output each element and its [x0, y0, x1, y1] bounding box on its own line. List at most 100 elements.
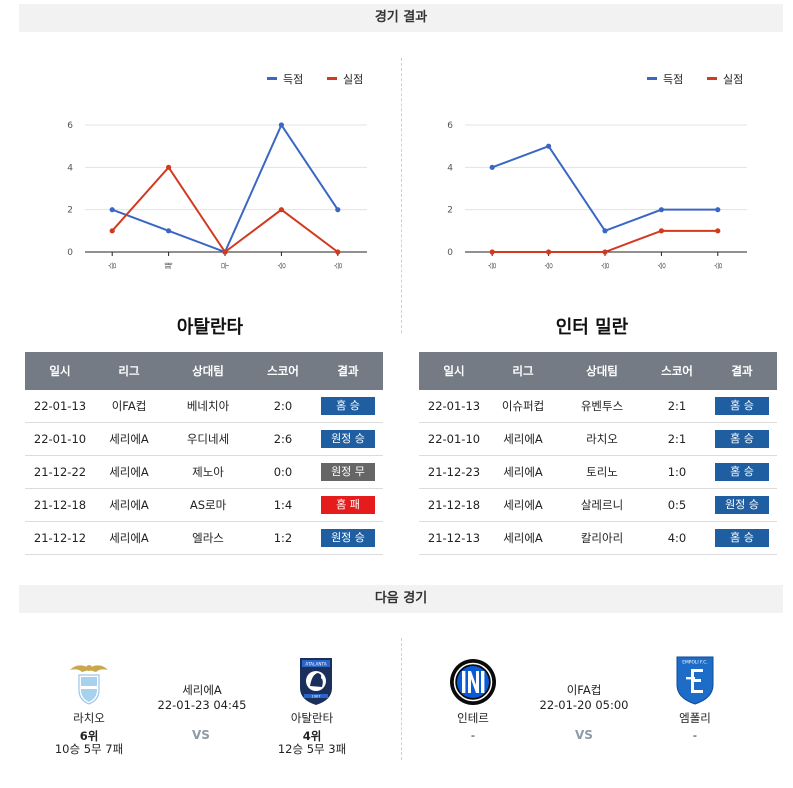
cell-score: 2:6	[253, 422, 313, 456]
x-tick-label: 승	[277, 262, 286, 269]
data-point-scored	[109, 207, 115, 213]
next-right-datetime: 22-01-20 05:00	[539, 698, 629, 712]
x-tick-label: 패	[164, 262, 174, 269]
y-tick-label: 2	[67, 206, 73, 216]
cell-opponent: AS로마	[163, 488, 253, 522]
data-point-scored	[335, 207, 341, 213]
table-row: 22-01-10 세리에A 우디네세 2:6 원정 승	[25, 422, 383, 456]
x-tick-label: 승	[657, 262, 666, 269]
atalanta-record: 12승 5무 3패	[277, 742, 347, 756]
legend-conceded-swatch	[327, 77, 337, 80]
x-tick-label: 승	[714, 262, 723, 269]
y-tick-label: 6	[447, 121, 453, 131]
cell-result: 홈 승	[707, 390, 777, 423]
data-point-scored	[658, 207, 664, 213]
atalanta-logo-text: ATALANTA	[305, 662, 326, 667]
cell-result: 홈 승	[707, 455, 777, 489]
cell-score: 2:0	[253, 390, 313, 423]
data-point-conceded	[489, 249, 495, 255]
data-point-conceded	[222, 249, 228, 255]
result-badge: 홈 승	[715, 463, 769, 481]
cell-date: 21-12-22	[25, 455, 95, 489]
legend-conceded-label: 실점	[343, 73, 363, 86]
next-left-league: 세리에A	[182, 683, 222, 697]
data-point-conceded	[546, 249, 552, 255]
atalanta-logo-year: 1907	[311, 694, 320, 698]
data-point-conceded	[715, 228, 721, 234]
header-date: 일시	[419, 352, 489, 390]
series-line-conceded	[492, 229, 718, 253]
cell-league: 이FA컵	[95, 390, 163, 423]
left-chart-svg: 0 2 4 6 승 패 무 승 승 득점 실점	[67, 73, 367, 269]
right-team-title: 인터 밀란	[555, 317, 629, 338]
right-table-body: 22-01-13 이슈퍼컵 유벤투스 2:1 홈 승 22-01-10 세리에A 라치오 2:1…	[419, 390, 777, 555]
table-row: 21-12-23 세리에A 토리노 1:0 홈 승	[419, 455, 777, 489]
data-point-conceded	[602, 249, 608, 255]
cell-score: 1:2	[253, 521, 313, 555]
legend-conceded-swatch	[707, 77, 717, 80]
cell-opponent: 제노아	[163, 455, 253, 489]
header-league: 리그	[95, 352, 163, 390]
header-score: 스코어	[253, 352, 313, 390]
series-line-scored	[111, 122, 339, 254]
cell-opponent: 우디네세	[163, 422, 253, 456]
cell-opponent: 엘라스	[163, 521, 253, 555]
empoli-name: 엠폴리	[679, 711, 711, 725]
empoli-logo-icon: EMPOLI F.C.	[675, 655, 715, 705]
cell-score: 1:0	[647, 455, 707, 489]
cell-score: 4:0	[647, 521, 707, 555]
legend-conceded-label: 실점	[723, 73, 743, 86]
result-badge: 원정 승	[321, 430, 375, 448]
cell-league: 세리에A	[489, 488, 557, 522]
lazio-name: 라치오	[73, 711, 105, 725]
legend-scored-label: 득점	[663, 73, 683, 86]
atalanta-name: 아탈란타	[290, 711, 334, 725]
atalanta-rank: 4위	[302, 729, 322, 743]
table-row: 21-12-18 세리에A AS로마 1:4 홈 패	[25, 488, 383, 522]
lazio-record: 10승 5무 7패	[54, 742, 124, 756]
header-score: 스코어	[647, 352, 707, 390]
cell-date: 22-01-10	[25, 422, 95, 456]
next-section-title: 다음 경기	[19, 585, 783, 613]
y-tick-label: 0	[67, 248, 73, 258]
result-badge: 홈 승	[715, 430, 769, 448]
cell-score: 2:1	[647, 390, 707, 423]
cell-league: 세리에A	[95, 488, 163, 522]
result-badge: 원정 무	[321, 463, 375, 481]
cell-league: 이슈퍼컵	[489, 390, 557, 423]
table-row: 21-12-12 세리에A 엘라스 1:2 원정 승	[25, 521, 383, 555]
cell-league: 세리에A	[95, 455, 163, 489]
header-result: 결과	[313, 352, 383, 390]
data-point-conceded	[109, 228, 115, 234]
empoli-logo-text: EMPOLI F.C.	[682, 660, 707, 666]
result-badge: 홈 승	[715, 397, 769, 415]
cell-result: 원정 승	[707, 488, 777, 522]
next-right-vs: VS	[575, 728, 593, 742]
cell-opponent: 유벤투스	[557, 390, 647, 423]
next-divider	[401, 638, 402, 760]
cell-league: 세리에A	[489, 422, 557, 456]
legend-scored-swatch	[267, 77, 277, 80]
y-tick-label: 6	[67, 121, 73, 131]
empoli-rank: -	[692, 728, 698, 742]
header-opponent: 상대팀	[557, 352, 647, 390]
x-tick-label: 승	[488, 262, 497, 269]
data-point-conceded	[658, 228, 664, 234]
cell-result: 홈 승	[707, 422, 777, 456]
left-table-body: 22-01-13 이FA컵 베네치아 2:0 홈 승 22-01-10 세리에A 우디네세 2:…	[25, 390, 383, 555]
cell-date: 21-12-18	[419, 488, 489, 522]
table-row: 21-12-13 세리에A 칼리아리 4:0 홈 승	[419, 521, 777, 555]
table-row: 22-01-13 이슈퍼컵 유벤투스 2:1 홈 승	[419, 390, 777, 423]
cell-opponent: 라치오	[557, 422, 647, 456]
header-opponent: 상대팀	[163, 352, 253, 390]
cell-result: 원정 승	[313, 422, 383, 456]
next-right-league: 이FA컵	[566, 683, 602, 697]
cell-league: 세리에A	[95, 422, 163, 456]
data-point-scored	[489, 164, 495, 170]
left-team-title: 아탈란타	[176, 317, 244, 338]
cell-date: 21-12-18	[25, 488, 95, 522]
cell-date: 21-12-23	[419, 455, 489, 489]
cell-result: 홈 패	[313, 488, 383, 522]
